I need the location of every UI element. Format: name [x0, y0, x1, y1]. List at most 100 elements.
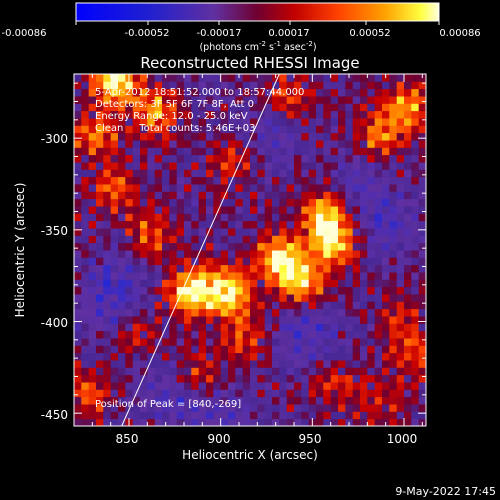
heatmap-cell: [367, 81, 376, 90]
heatmap-cell: [279, 220, 288, 229]
heatmap-cell: [184, 235, 192, 244]
heatmap-cell: [169, 367, 178, 376]
heatmap-cell: [125, 338, 134, 346]
heatmap-cell: [264, 96, 273, 104]
heatmap-cell: [140, 74, 148, 82]
heatmap-cell: [257, 250, 266, 258]
heatmap-cell: [272, 396, 280, 405]
heatmap-cell: [110, 154, 119, 163]
heatmap-cell: [206, 396, 214, 405]
heatmap-cell: [272, 118, 280, 126]
heatmap-cell: [338, 352, 346, 361]
heatmap-cell: [169, 191, 178, 200]
heatmap-cell: [338, 330, 346, 339]
heatmap-cell: [367, 367, 376, 376]
x-tick-label: 850: [116, 432, 139, 446]
heatmap-cell: [301, 338, 310, 346]
heatmap-cell: [184, 250, 192, 258]
heatmap-cell: [279, 352, 288, 361]
heatmap-cell: [96, 125, 104, 134]
heatmap-cell: [191, 338, 200, 346]
heatmap-cell: [352, 162, 361, 170]
heatmap-cell: [154, 257, 163, 266]
heatmap-cell: [250, 125, 258, 134]
heatmap-cell: [140, 286, 148, 295]
heatmap-cell: [330, 264, 339, 273]
heatmap-cell: [184, 323, 192, 332]
heatmap-cell: [389, 345, 398, 354]
heatmap-cell: [176, 272, 185, 280]
heatmap-cell: [132, 74, 141, 82]
heatmap-cell: [316, 257, 324, 266]
heatmap-cell: [147, 418, 156, 426]
heatmap-cell: [74, 330, 82, 339]
heatmap-cell: [250, 198, 258, 207]
heatmap-cell: [147, 176, 156, 185]
heatmap-cell: [374, 396, 383, 405]
heatmap-cell: [272, 176, 280, 185]
heatmap-cell: [360, 220, 368, 229]
heatmap-cell: [367, 154, 376, 163]
heatmap-cell: [382, 176, 390, 185]
heatmap-cell: [81, 279, 90, 288]
heatmap-cell: [184, 242, 192, 251]
heatmap-cell: [176, 301, 185, 310]
heatmap-cell: [382, 110, 390, 119]
heatmap-cell: [206, 352, 214, 361]
heatmap-cell: [154, 323, 163, 332]
heatmap-cell: [110, 374, 119, 383]
heatmap-cell: [330, 132, 339, 141]
heatmap-cell: [147, 169, 156, 178]
heatmap-cell: [162, 242, 170, 251]
heatmap-cell: [294, 154, 302, 163]
heatmap-cell: [257, 191, 266, 200]
heatmap-cell: [162, 279, 170, 288]
heatmap-cell: [110, 88, 119, 97]
heatmap-cell: [301, 323, 310, 332]
heatmap-cell: [250, 301, 258, 310]
heatmap-cell: [242, 330, 251, 339]
heatmap-cell: [257, 272, 266, 280]
heatmap-cell: [374, 191, 383, 200]
heatmap-cell: [286, 330, 295, 339]
heatmap-cell: [316, 250, 324, 258]
heatmap-cell: [125, 213, 134, 222]
heatmap-cell: [352, 184, 361, 192]
heatmap-cell: [169, 206, 178, 214]
heatmap-cell: [235, 198, 244, 207]
heatmap-cell: [367, 396, 376, 405]
heatmap-cell: [176, 147, 185, 156]
heatmap-cell: [286, 198, 295, 207]
heatmap-cell: [169, 418, 178, 426]
heatmap-cell: [110, 257, 119, 266]
heatmap-cell: [286, 184, 295, 192]
heatmap-cell: [316, 162, 324, 170]
heatmap-cell: [96, 140, 104, 148]
heatmap-cell: [257, 132, 266, 141]
heatmap-cell: [220, 374, 229, 383]
heatmap-cell: [220, 382, 229, 390]
heatmap-cell: [418, 250, 426, 258]
heatmap-cell: [96, 272, 104, 280]
heatmap-cell: [118, 206, 126, 214]
heatmap-cell: [132, 220, 141, 229]
heatmap-cell: [184, 140, 192, 148]
heatmap-cell: [396, 140, 405, 148]
heatmap-cell: [257, 294, 266, 302]
heatmap-cell: [213, 389, 222, 398]
heatmap-cell: [184, 220, 192, 229]
heatmap-cell: [418, 374, 426, 383]
heatmap-cell: [264, 74, 273, 82]
heatmap-cell: [286, 242, 295, 251]
heatmap-cell: [352, 191, 361, 200]
heatmap-cell: [294, 367, 302, 376]
heatmap-cell: [81, 147, 90, 156]
heatmap-cell: [250, 74, 258, 82]
heatmap-cell: [228, 279, 236, 288]
heatmap-cell: [132, 191, 141, 200]
heatmap-cell: [140, 374, 148, 383]
heatmap-cell: [228, 272, 236, 280]
heatmap-cell: [330, 162, 339, 170]
heatmap-cell: [198, 125, 207, 134]
heatmap-cell: [198, 176, 207, 185]
